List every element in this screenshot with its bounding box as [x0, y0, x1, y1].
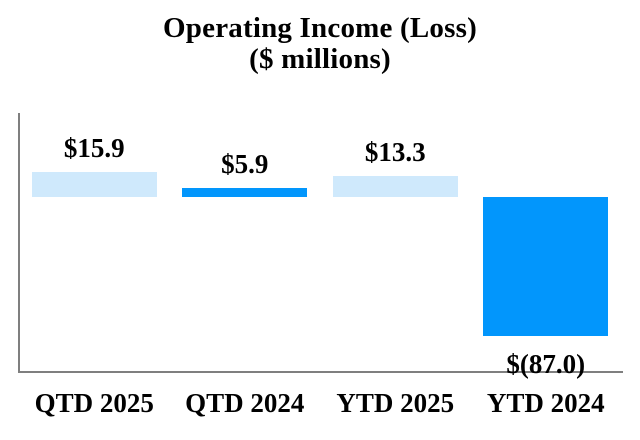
bar-qtd-2025 [31, 171, 157, 197]
bar-ytd-2024 [483, 197, 609, 337]
category-label-qtd-2025: QTD 2025 [34, 388, 154, 418]
value-label-qtd-2025: $15.9 [63, 132, 125, 163]
y-axis-line [18, 113, 20, 373]
bar-ytd-2025 [332, 175, 458, 197]
chart-title: Operating Income (Loss) ($ millions) [0, 13, 640, 75]
x-axis-line [18, 371, 623, 373]
chart-title-line2: ($ millions) [249, 43, 391, 75]
value-label-qtd-2024: $5.9 [221, 148, 269, 179]
value-label-ytd-2025: $13.3 [364, 136, 426, 167]
chart-title-line1: Operating Income (Loss) [163, 12, 477, 44]
category-label-ytd-2024: YTD 2024 [486, 388, 605, 418]
category-label-qtd-2024: QTD 2024 [185, 388, 305, 418]
value-label-ytd-2024: $(87.0) [506, 349, 586, 380]
category-label-ytd-2025: YTD 2025 [336, 388, 455, 418]
bar-qtd-2024 [182, 187, 308, 197]
